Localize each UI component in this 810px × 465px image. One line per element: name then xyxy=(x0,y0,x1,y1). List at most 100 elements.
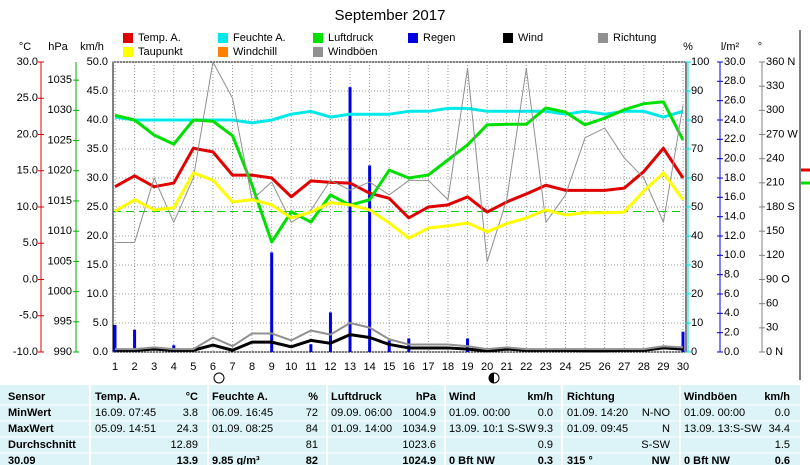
table-cell: 1024.9 xyxy=(402,455,436,465)
bar xyxy=(113,324,117,352)
table-cell: Durchschnitt xyxy=(8,439,76,451)
moon-icons xyxy=(213,372,500,384)
y-tick-label: 25.0 xyxy=(17,92,38,104)
table-header: Luftdruck xyxy=(331,391,383,403)
table-cell: MaxWert xyxy=(8,423,54,435)
x-tick-label: 8 xyxy=(249,361,255,373)
y-tick-label: 15.0 xyxy=(87,259,108,271)
table-cell: 84 xyxy=(306,423,318,435)
y-tick-label: 20 xyxy=(691,288,703,300)
table-cell: 0 Bft NW xyxy=(684,455,730,465)
table-cell: 3.8 xyxy=(183,407,198,419)
y-tick-label: -5.0 xyxy=(19,310,38,322)
table-cell: 1023.6 xyxy=(402,439,436,451)
y-tick-label: 2.0 xyxy=(724,327,739,339)
y-tick-label: 30 xyxy=(766,322,778,334)
full-moon xyxy=(213,372,225,384)
y-tick-label: 22.0 xyxy=(724,133,745,145)
y-tick-label: 10.0 xyxy=(724,249,745,261)
legend-label: Taupunkt xyxy=(138,46,183,58)
axis-label: °C xyxy=(19,41,31,53)
bar xyxy=(133,329,137,352)
legend-swatch xyxy=(503,33,513,43)
series-line xyxy=(115,322,684,351)
y-tick-label: 5.0 xyxy=(93,317,108,329)
x-tick-label: 23 xyxy=(540,361,552,373)
table-header: Temp. A. xyxy=(95,391,140,403)
y-tick-label: 10 xyxy=(691,317,703,329)
table-cell: 1034.9 xyxy=(402,423,436,435)
x-tick-label: 19 xyxy=(461,361,473,373)
x-tick-label: 26 xyxy=(599,361,611,373)
bar xyxy=(368,165,372,352)
x-tick-label: 11 xyxy=(305,361,316,373)
legend-swatch xyxy=(218,47,228,57)
y-tick-label: 18.0 xyxy=(724,172,745,184)
legend-swatch xyxy=(313,33,323,43)
cut-panel xyxy=(799,30,810,380)
table-cell: 0.3 xyxy=(538,455,553,465)
y-tick-label: 0.0 xyxy=(724,346,739,358)
table-cell: 24.3 xyxy=(177,423,198,435)
table-header: Feuchte A. xyxy=(212,391,268,403)
legend-label: Temp. A. xyxy=(138,32,181,44)
table-cell: 01.09. 14:20 xyxy=(567,407,628,419)
table-cell: 72 xyxy=(306,407,318,419)
y-tick-label: 40.0 xyxy=(87,114,108,126)
y-tick-label: 6.0 xyxy=(724,288,739,300)
table-header: km/h xyxy=(764,391,790,403)
y-tick-label: 330 xyxy=(766,80,784,92)
y-tick-label: 45.0 xyxy=(87,85,108,97)
table-cell: S-SW xyxy=(641,439,670,451)
table-cell: 12.89 xyxy=(170,439,198,451)
x-tick-label: 27 xyxy=(618,361,630,373)
y-tick-label: 180 S xyxy=(766,201,795,213)
y-tick-label: 80 xyxy=(691,114,703,126)
table-cell: 13.09. 13:S-SW xyxy=(684,423,762,435)
y-tick-label: 0 N xyxy=(766,346,783,358)
y-tick-label: 14.0 xyxy=(724,211,745,223)
stats-table: Sensor Temp. A. °C Feuchte A.% Luftdruck hPa W… xyxy=(0,385,800,465)
y-tick-label: 360 N xyxy=(766,56,795,68)
table-header: % xyxy=(308,391,318,403)
y-tick-label: 25.0 xyxy=(87,201,108,213)
y-tick-label: 0.0 xyxy=(93,346,108,358)
table-cell: 0.9 xyxy=(538,439,553,451)
y-tick-label: 30 xyxy=(691,259,703,271)
axis-label: l/m² xyxy=(721,41,740,53)
bar xyxy=(681,331,685,352)
x-tick-label: 1 xyxy=(112,361,118,373)
table-cell: 13.9 xyxy=(177,455,198,465)
bar xyxy=(387,340,391,352)
y-tick-label: 4.0 xyxy=(724,307,739,319)
y-tick-label: 70 xyxy=(691,143,703,155)
x-tick-label: 24 xyxy=(559,361,571,373)
table-cell: MinWert xyxy=(8,407,52,419)
x-tick-label: 12 xyxy=(324,361,336,373)
y-tick-label: 8.0 xyxy=(724,269,739,281)
table-header: Wind xyxy=(449,391,476,403)
legend-swatch xyxy=(123,33,133,43)
table-cell: 0.0 xyxy=(775,407,790,419)
x-tick-label: 22 xyxy=(520,361,532,373)
y-tick-label: 60 xyxy=(691,172,703,184)
new-moon-shade xyxy=(489,373,494,383)
x-tick-label: 5 xyxy=(190,361,196,373)
x-tick-label: 15 xyxy=(383,361,395,373)
y-tick-label: 26.0 xyxy=(724,95,745,107)
table-cell: N xyxy=(662,423,670,435)
x-tick-label: 30 xyxy=(677,361,689,373)
legend-label: Windchill xyxy=(233,46,277,58)
y-tick-label: 1020 xyxy=(48,165,72,177)
y-tick-label: 28.0 xyxy=(724,75,745,87)
y-tick-label: 300 xyxy=(766,104,784,116)
y-tick-label: 10.0 xyxy=(87,288,108,300)
legend-label: Wind xyxy=(518,32,543,44)
table-cell: 9.85 g/m³ xyxy=(212,455,260,465)
y-tick-label: 1035 xyxy=(48,74,72,86)
legend-swatch xyxy=(123,47,133,57)
x-tick-label: 25 xyxy=(579,361,591,373)
y-tick-label: 210 xyxy=(766,177,784,189)
axis-label: % xyxy=(683,41,693,53)
x-tick-label: 20 xyxy=(481,361,493,373)
